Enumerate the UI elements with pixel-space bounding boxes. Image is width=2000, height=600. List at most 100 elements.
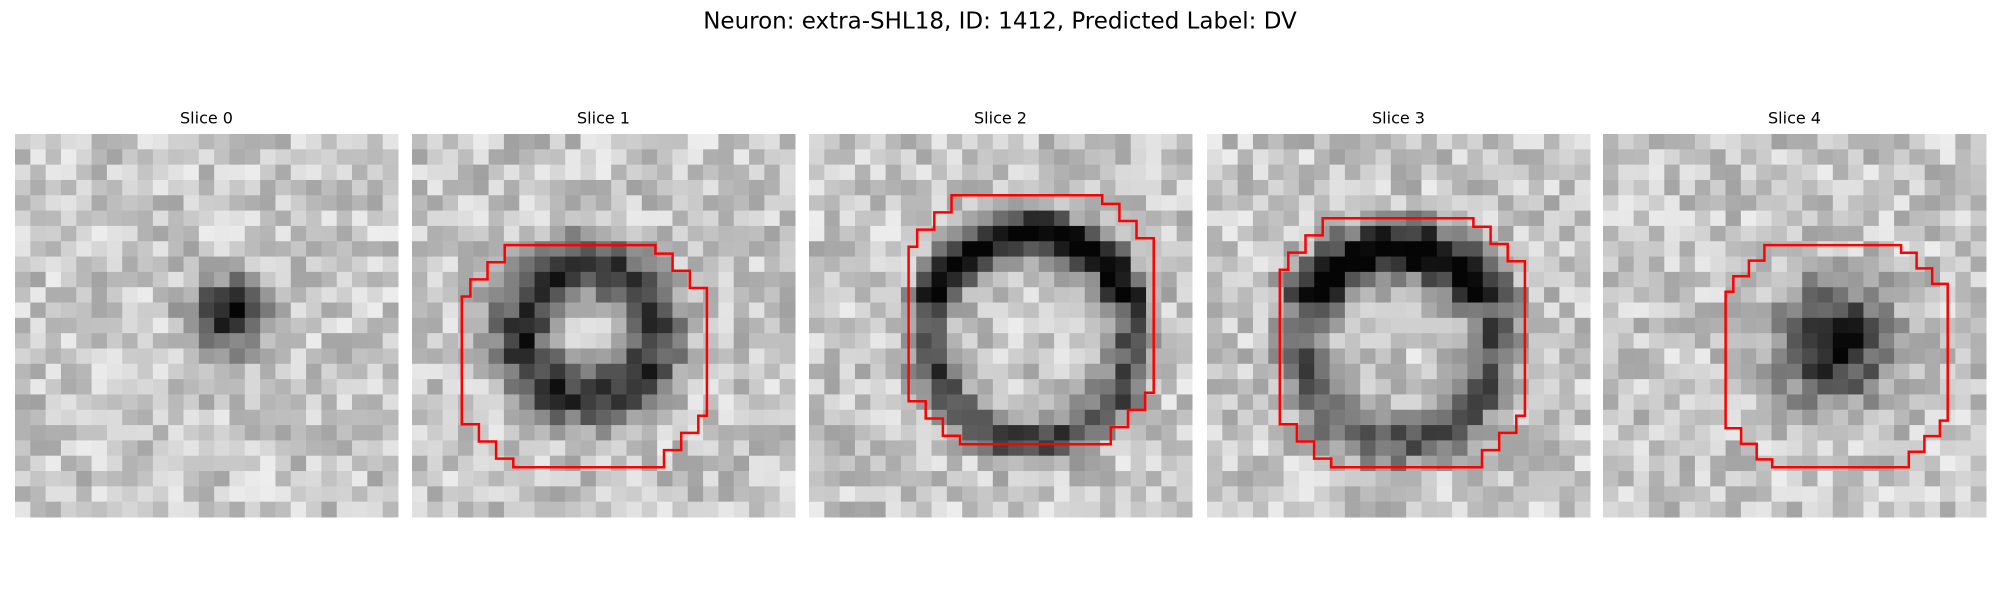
pixel: [1344, 256, 1361, 273]
pixel: [916, 149, 933, 166]
pixel: [244, 363, 261, 380]
pixel: [45, 501, 62, 518]
pixel: [1740, 179, 1757, 196]
pixel: [1467, 149, 1484, 166]
pixel: [1848, 455, 1864, 472]
pixel: [1452, 149, 1468, 166]
pixel: [1084, 486, 1101, 503]
pixel: [1574, 379, 1591, 395]
pixel: [1832, 348, 1849, 365]
pixel: [1710, 471, 1727, 487]
pixel: [1038, 348, 1055, 365]
pixel: [1513, 302, 1530, 319]
pixel: [1909, 409, 1926, 426]
pixel: [488, 471, 505, 487]
pixel: [1222, 394, 1239, 411]
pixel: [779, 317, 796, 334]
pixel: [1894, 348, 1910, 365]
pixel: [1679, 409, 1696, 426]
pixel: [1694, 486, 1711, 503]
pixel: [839, 302, 856, 319]
pixel: [1909, 210, 1926, 227]
pixel: [1375, 149, 1392, 166]
pixel: [137, 164, 154, 181]
pixel: [1544, 210, 1560, 227]
pixel: [519, 425, 536, 441]
pixel: [626, 149, 643, 166]
pixel: [549, 379, 566, 395]
pixel: [992, 333, 1009, 349]
pixel: [1618, 425, 1635, 441]
pixel: [183, 409, 200, 426]
pixel: [183, 425, 200, 441]
pixel: [1252, 409, 1269, 426]
pixel: [839, 486, 856, 503]
pixel: [1069, 241, 1086, 258]
pixel: [946, 179, 963, 196]
pixel: [229, 333, 246, 349]
pixel: [1955, 195, 1972, 212]
pixel: [1863, 241, 1880, 258]
pixel: [764, 256, 781, 273]
pixel: [1406, 195, 1422, 212]
pixel: [916, 179, 933, 196]
pixel: [1863, 179, 1880, 196]
pixel: [1467, 501, 1484, 518]
pixel: [1038, 425, 1055, 441]
pixel: [1544, 225, 1560, 242]
pixel: [1314, 379, 1331, 395]
pixel: [1252, 271, 1269, 288]
pixel: [779, 333, 796, 349]
pixel: [946, 486, 963, 503]
pixel: [565, 471, 582, 487]
pixel: [1848, 409, 1864, 426]
pixel: [1482, 317, 1499, 334]
pixel: [1176, 134, 1193, 150]
pixel: [885, 501, 902, 518]
pixel: [580, 210, 597, 227]
pixel: [839, 195, 856, 212]
pixel: [1740, 425, 1757, 441]
pixel: [595, 195, 612, 212]
pixel: [1452, 379, 1468, 395]
pixel: [1023, 302, 1040, 319]
pixel: [122, 348, 139, 365]
pixel: [946, 317, 963, 334]
pixel: [1298, 256, 1315, 273]
pixel: [1176, 501, 1193, 518]
pixel: [1909, 179, 1926, 196]
pixel: [854, 379, 871, 395]
pixel: [779, 195, 796, 212]
pixel: [442, 302, 459, 319]
pixel: [229, 486, 246, 503]
pixel: [946, 134, 963, 150]
pixel: [1498, 195, 1514, 212]
pixel: [1618, 409, 1635, 426]
pixel: [473, 333, 490, 349]
pixel: [457, 363, 474, 380]
pixel: [1268, 179, 1285, 196]
pixel: [703, 179, 719, 196]
pixel: [839, 317, 856, 334]
pixel: [626, 134, 643, 150]
pixel: [352, 455, 368, 472]
pixel: [839, 333, 856, 349]
pixel: [1679, 379, 1696, 395]
pixel: [275, 363, 292, 380]
pixel: [1863, 394, 1880, 411]
pixel: [1084, 471, 1101, 487]
pixel: [1176, 333, 1193, 349]
pixel: [1513, 225, 1530, 242]
pixel: [565, 256, 582, 273]
pixel: [1161, 287, 1178, 304]
pixel: [1559, 363, 1576, 380]
pixel: [76, 501, 93, 518]
pixel: [1161, 333, 1178, 349]
pixel: [809, 256, 825, 273]
pixel: [1360, 164, 1377, 181]
pixel: [488, 333, 505, 349]
pixel: [824, 134, 841, 150]
pixel: [1054, 471, 1070, 487]
pixel: [1023, 394, 1040, 411]
pixel: [595, 333, 612, 349]
